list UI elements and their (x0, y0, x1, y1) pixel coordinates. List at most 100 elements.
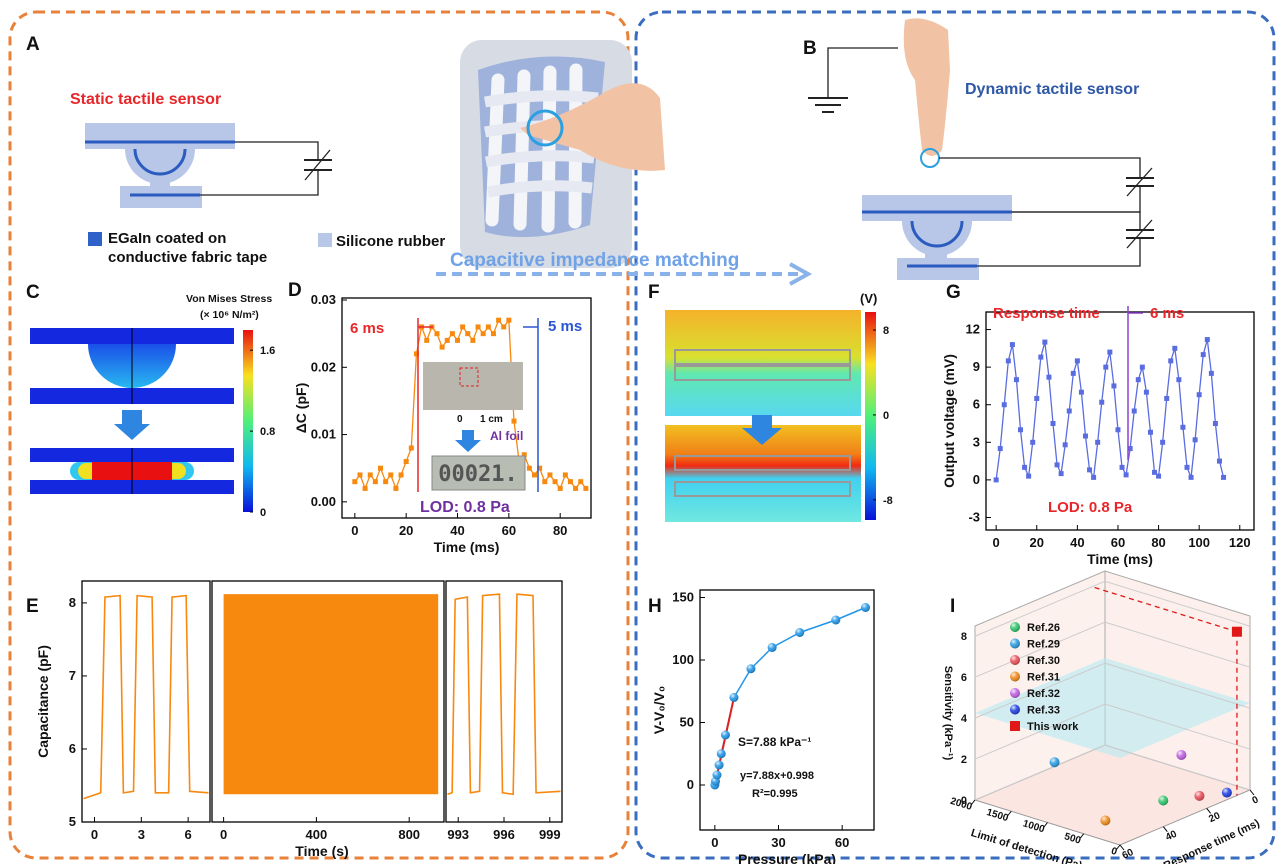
data-point (1217, 459, 1222, 464)
x-tick-label: 996 (493, 827, 515, 842)
data-point (476, 324, 481, 329)
data-point (527, 466, 532, 471)
data-point (496, 318, 501, 323)
x-tick-label: 400 (306, 827, 328, 842)
data-point (1132, 408, 1137, 413)
x-tick-label: 60 (1111, 535, 1125, 550)
panel-label: A (26, 34, 40, 55)
annotation: 6 ms (350, 320, 384, 337)
legend-label: Ref.32 (1027, 688, 1060, 700)
data-point (1030, 440, 1035, 445)
point-shine (729, 693, 738, 702)
y-tick-label: 6 (973, 397, 980, 412)
data-point (363, 486, 368, 491)
plot-frame (986, 312, 1254, 530)
data-point (1038, 355, 1043, 360)
point-shine (831, 616, 840, 625)
dynamic-title: Dynamic tactile sensor (965, 81, 1139, 98)
x-tick-label: 80 (553, 523, 567, 538)
data-point (1051, 421, 1056, 426)
data-point (455, 338, 460, 343)
x-tick-label: 40 (1070, 535, 1084, 550)
y-axis-label: Output voltage (mV) (941, 354, 957, 488)
data-point (465, 331, 470, 336)
dynamic-sensor-diagram (808, 18, 1154, 280)
annotation: LOD: 0.8 Pa (420, 499, 510, 516)
data-point (399, 472, 404, 477)
colorbar-tick-label: 0 (260, 507, 266, 519)
x-tick-label: 2000 (949, 796, 974, 813)
x-tick-label: 60 (502, 523, 516, 538)
panel-label: C (26, 282, 40, 303)
y-tick-label: 0.00 (311, 494, 336, 509)
panel-label: E (26, 596, 39, 617)
panel-label: D (288, 280, 302, 301)
data-point (393, 486, 398, 491)
x-tick-label: 993 (447, 827, 469, 842)
data-point (1172, 346, 1177, 351)
colorbar (865, 312, 876, 520)
annotation: LOD: 0.8 Pa (1048, 499, 1133, 516)
x-tick-label: 6 (185, 827, 192, 842)
point-shine (712, 771, 721, 780)
z-axis-label: Sensitivity (kPa⁻¹) (942, 666, 954, 761)
annotation: R²=0.995 (752, 788, 798, 800)
data-point (1107, 350, 1112, 355)
data-point (1091, 475, 1096, 480)
colorbar-tick-label: 1.6 (260, 345, 275, 357)
y-tick-label: 12 (966, 322, 980, 337)
figure: A B C D E F G H I Static tactile sensor … (0, 0, 1281, 864)
x-tick-label: 500 (1063, 831, 1083, 847)
data-point (424, 338, 429, 343)
x-tick-label: 0 (220, 827, 227, 842)
point-shine (1010, 639, 1020, 649)
y-tick-label: 0 (687, 777, 694, 792)
data-point (547, 472, 552, 477)
x-tick-label: 800 (398, 827, 420, 842)
data-point (1075, 358, 1080, 363)
data-point (553, 479, 558, 484)
y-tick (1250, 790, 1254, 795)
matching-label: Capacitive impedance matching (450, 250, 739, 271)
colorbar (243, 330, 253, 512)
point-shine (721, 731, 730, 740)
y-tick-label: 5 (69, 814, 76, 829)
y-tick-label: 7 (69, 668, 76, 683)
data-point (383, 479, 388, 484)
data-point (994, 477, 999, 482)
potential-simulation (665, 310, 861, 522)
data-point (1124, 472, 1129, 477)
point-shine (1176, 750, 1186, 760)
data-point (563, 472, 568, 477)
x-axis-label: Time (ms) (434, 539, 500, 555)
data-point (440, 345, 445, 350)
y-tick (1120, 845, 1124, 850)
y-tick-label: 9 (973, 359, 980, 374)
point-shine (1222, 788, 1232, 798)
inset-arrow (455, 430, 481, 452)
legend-text: conductive fabric tape (108, 249, 267, 266)
panel-label: G (946, 282, 961, 303)
x-tick-label: 80 (1151, 535, 1165, 550)
legend-label: This work (1027, 721, 1079, 733)
data-point (1067, 408, 1072, 413)
series-line (996, 340, 1223, 480)
data-point (409, 446, 414, 451)
data-point (1059, 471, 1064, 476)
annotation: S=7.88 kPa⁻¹ (738, 735, 811, 749)
x-tick-label: 0 (711, 835, 718, 850)
data-point (1002, 402, 1007, 407)
legend-text: Silicone rubber (336, 233, 445, 250)
data-point (1189, 475, 1194, 480)
data-point (558, 486, 563, 491)
series-line (448, 594, 561, 794)
data-point (460, 324, 465, 329)
annotation: y=7.88x+0.998 (740, 770, 814, 782)
data-point (1156, 474, 1161, 479)
y-tick (1207, 808, 1211, 813)
data-point (388, 472, 393, 477)
data-point (1055, 462, 1060, 467)
data-point (1176, 377, 1181, 382)
legend-label: Ref.29 (1027, 639, 1060, 651)
point-shine (1100, 815, 1110, 825)
